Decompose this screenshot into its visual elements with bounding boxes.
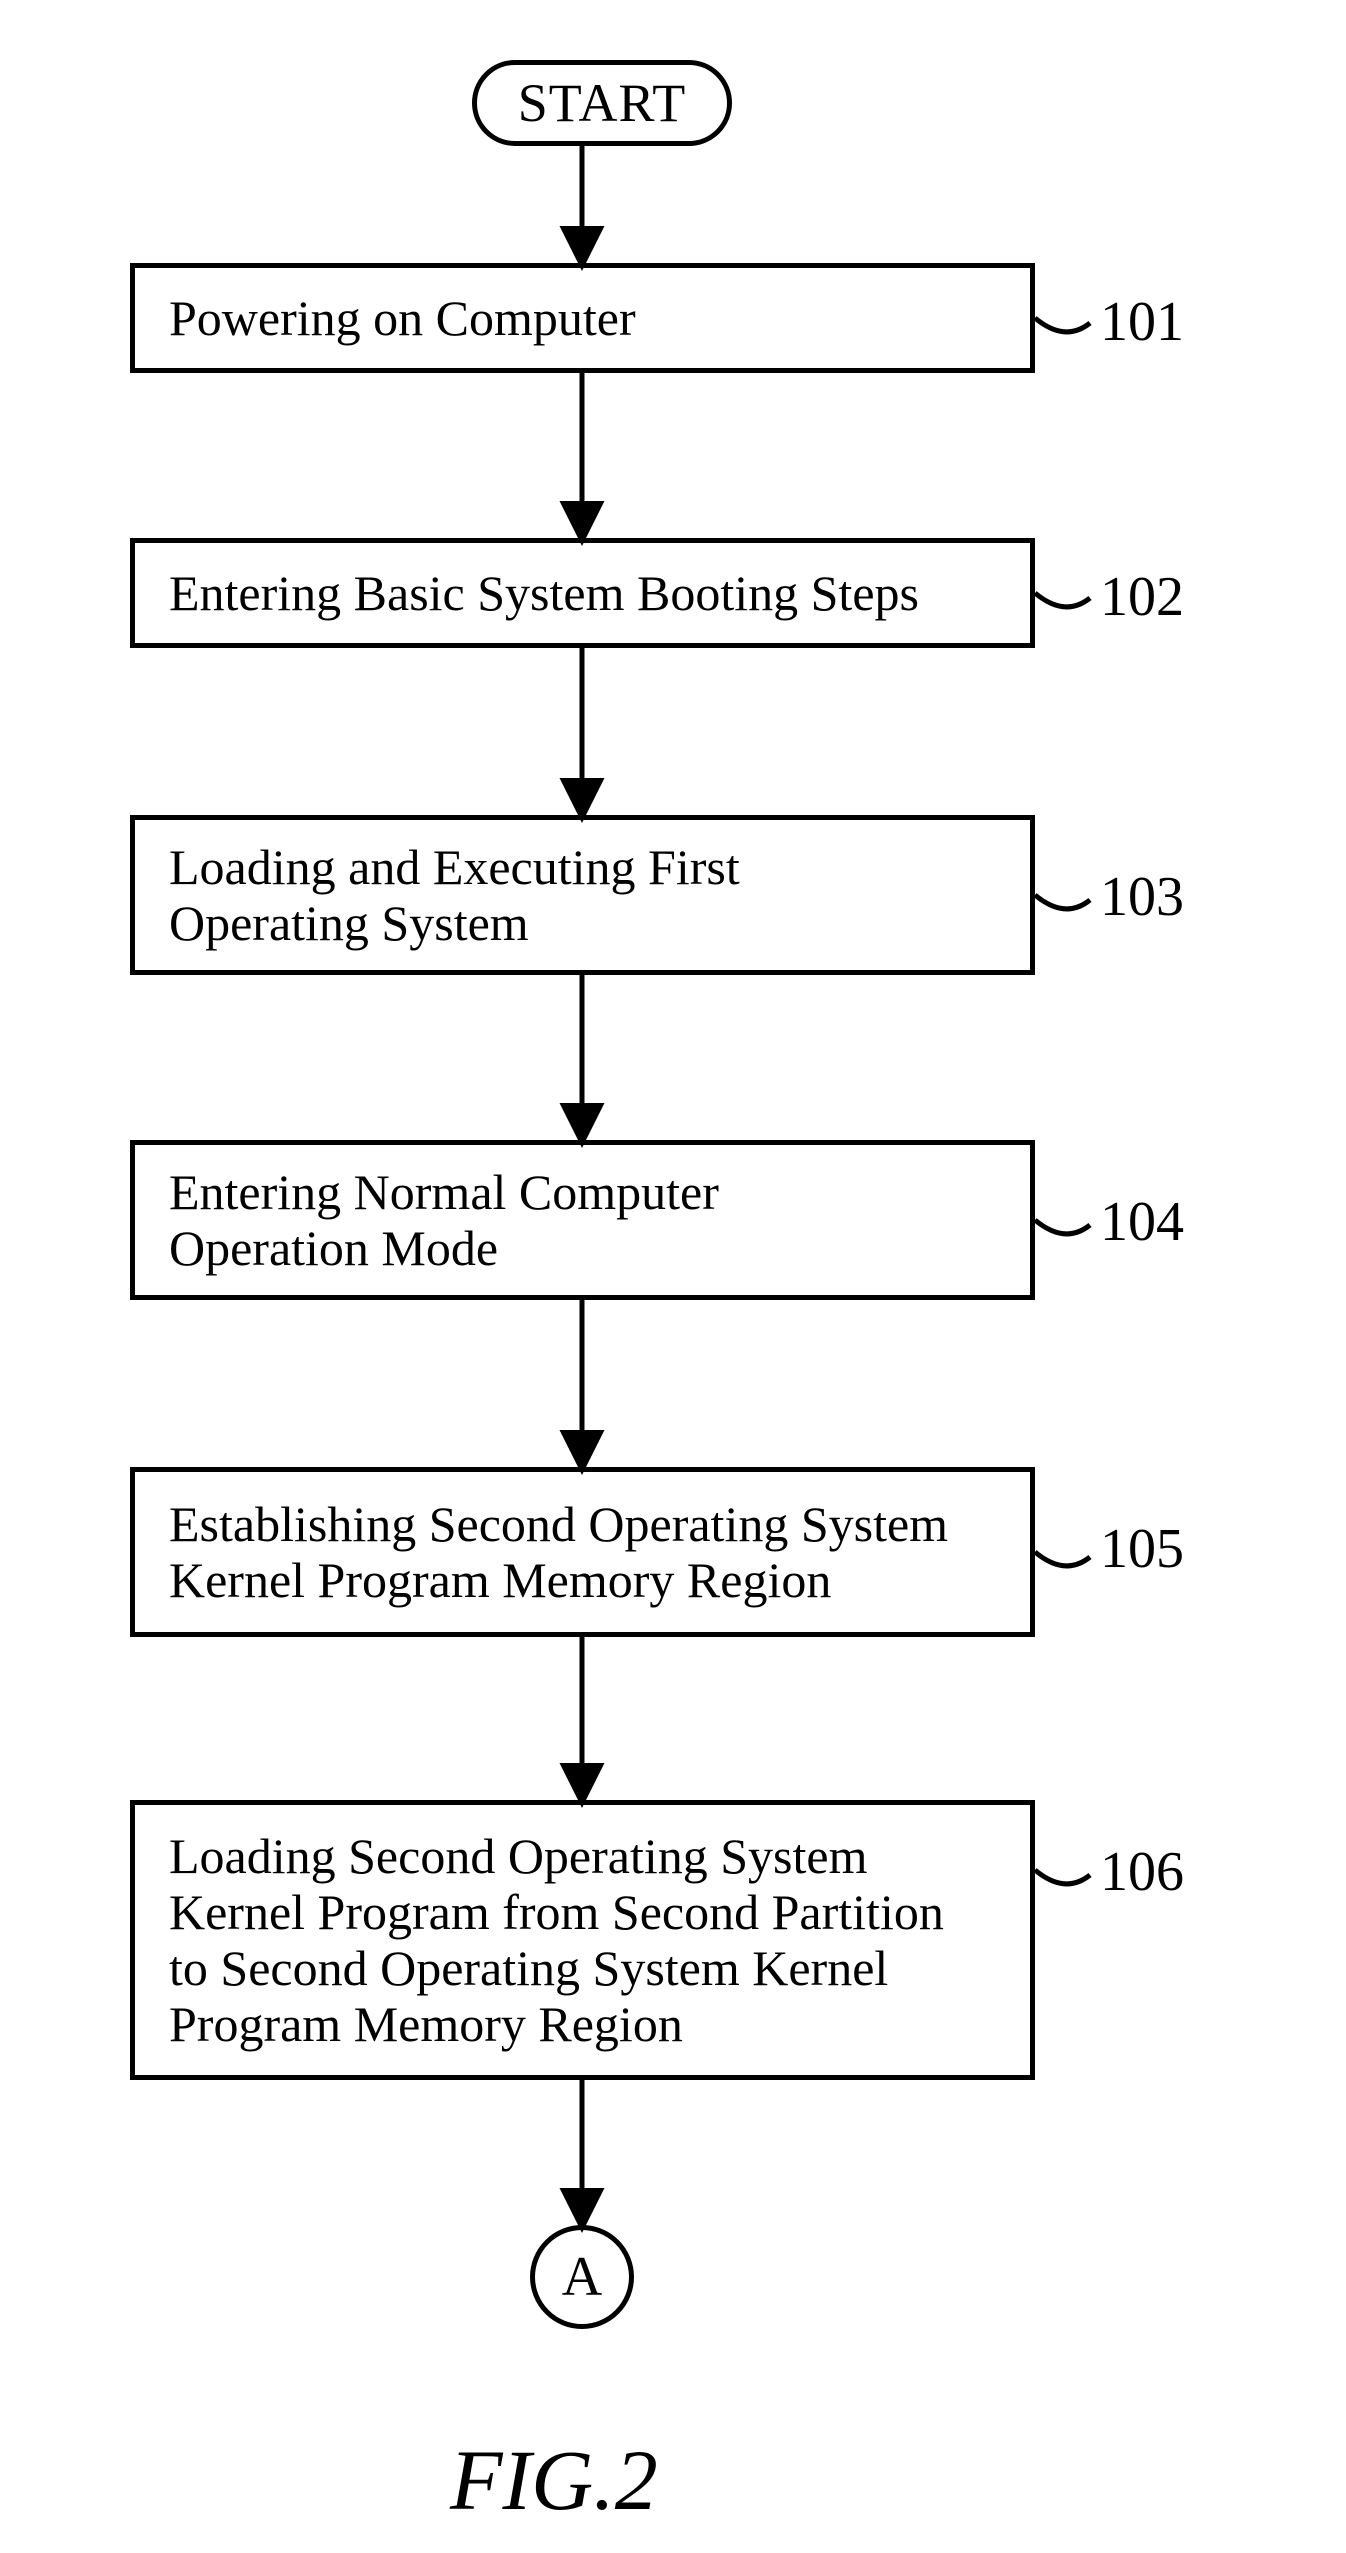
step-text: Kernel Program Memory Region — [169, 1552, 1030, 1608]
ref-102: 102 — [1100, 565, 1184, 629]
connector-label: A — [562, 2245, 602, 2309]
ref-106: 106 — [1100, 1840, 1184, 1904]
step-text: Program Memory Region — [169, 1996, 1030, 2052]
figure-label: FIG.2 — [450, 2430, 658, 2530]
step-text: Operating System — [169, 895, 1030, 951]
step-box-102: Entering Basic System Booting Steps — [130, 538, 1035, 648]
step-box-105: Establishing Second Operating System Ker… — [130, 1467, 1035, 1637]
step-text: Operation Mode — [169, 1220, 1030, 1276]
step-box-106: Loading Second Operating System Kernel P… — [130, 1800, 1035, 2080]
ref-104: 104 — [1100, 1190, 1184, 1254]
step-box-103: Loading and Executing First Operating Sy… — [130, 815, 1035, 975]
connector-a: A — [530, 2225, 634, 2329]
ref-105: 105 — [1100, 1517, 1184, 1581]
step-text: Kernel Program from Second Partition — [169, 1884, 1030, 1940]
step-text: to Second Operating System Kernel — [169, 1940, 1030, 1996]
ref-101: 101 — [1100, 290, 1184, 354]
ref-103: 103 — [1100, 865, 1184, 929]
step-box-104: Entering Normal Computer Operation Mode — [130, 1140, 1035, 1300]
start-node: START — [472, 60, 732, 146]
flowchart-canvas: START Powering on Computer Entering Basi… — [0, 0, 1346, 2553]
start-label: START — [518, 72, 686, 134]
step-box-101: Powering on Computer — [130, 263, 1035, 373]
step-text: Entering Basic System Booting Steps — [169, 565, 1030, 621]
step-text: Establishing Second Operating System — [169, 1496, 1030, 1552]
step-text: Loading Second Operating System — [169, 1828, 1030, 1884]
step-text: Loading and Executing First — [169, 839, 1030, 895]
step-text: Powering on Computer — [169, 290, 1030, 346]
step-text: Entering Normal Computer — [169, 1164, 1030, 1220]
